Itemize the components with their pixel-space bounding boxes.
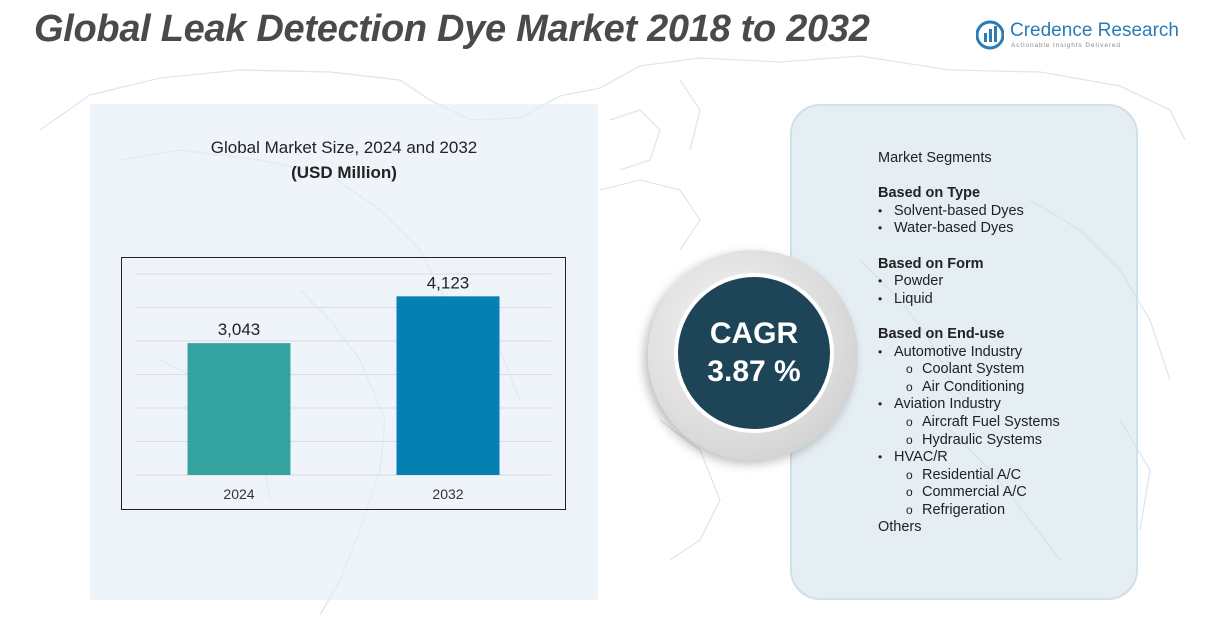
segment-subitem: o Aircraft Fuel Systems [878, 414, 1178, 432]
cagr-badge: CAGR 3.87 % [678, 277, 830, 429]
segment-item-text: Aviation Industry [894, 396, 1001, 413]
segment-group-title-text: Based on Form [878, 255, 984, 272]
segment-subitem: o Residential A/C [878, 467, 1178, 485]
segment-group-title: Based on Type [878, 185, 1178, 203]
segment-item-text: Powder [894, 273, 944, 290]
page-title: Global Leak Detection Dye Market 2018 to… [34, 8, 870, 50]
x-tick-label: 2032 [432, 486, 463, 502]
bullet-icon: • [878, 203, 883, 218]
bullet-icon: o [906, 467, 913, 482]
segment-subitem-text: Aircraft Fuel Systems [922, 413, 1060, 430]
bar-value-label: 4,123 [427, 273, 470, 292]
bullet-icon: • [878, 344, 883, 359]
chart-title: Global Market Size, 2024 and 2032 [210, 138, 478, 157]
segment-item-text: HVAC/R [894, 449, 948, 466]
bar-value-label: 3,043 [218, 320, 261, 339]
segment-subitem-text: Air Conditioning [922, 378, 1025, 395]
segment-item: • Water-based Dyes [878, 220, 1178, 238]
segment-subitem-text: Residential A/C [922, 466, 1022, 483]
bar-chart-logo-icon [976, 20, 1004, 50]
bullet-icon: • [878, 221, 883, 236]
segment-subitem-text: Coolant System [922, 361, 1025, 378]
segment-group-title-text: Based on Type [878, 185, 981, 202]
cagr-label: CAGR [709, 317, 799, 350]
segment-item: • Automotive Industry [878, 344, 1178, 362]
segment-item-text: Water-based Dyes [894, 220, 1014, 237]
segment-item-text: Automotive Industry [894, 343, 1023, 360]
cagr-value: 3.87 % [707, 355, 801, 388]
segment-group-title-text: Based on End-use [878, 325, 1005, 342]
segment-subitem: o Refrigeration [878, 502, 1178, 520]
segment-item-text: Liquid [894, 290, 933, 307]
segments-heading: Market Segments [878, 150, 992, 166]
segment-subitem: o Coolant System [878, 361, 1178, 379]
market-size-bar-chart: 3,043 2024 4,123 2032 [121, 257, 566, 510]
segment-item: • Liquid [878, 291, 1178, 309]
bullet-icon: • [878, 397, 883, 412]
segment-subitem-text: Refrigeration [922, 501, 1006, 518]
segment-subitem-text: Commercial A/C [922, 484, 1027, 501]
x-tick-label: 2024 [223, 486, 254, 502]
segment-subitem: o Hydraulic Systems [878, 432, 1178, 450]
segment-item: • Powder [878, 273, 1178, 291]
segment-group-title: Based on Form [878, 256, 1178, 274]
bullet-icon: • [878, 291, 883, 306]
bullet-icon: • [878, 274, 883, 289]
segment-item: • HVAC/R [878, 449, 1178, 467]
market-size-panel: Global Market Size, 2024 and 2032 (USD M… [90, 104, 598, 600]
segment-item: • Solvent-based Dyes [878, 203, 1178, 221]
segment-footer-text: Others [878, 519, 922, 536]
bar-2024 [187, 343, 291, 475]
segment-subitem: o Commercial A/C [878, 484, 1178, 502]
segment-subitem-text: Hydraulic Systems [922, 431, 1043, 448]
brand-tagline: Actionable Insights Delivered [1011, 42, 1121, 49]
market-segments-list: Market Segments Based on Type • Solvent-ba… [878, 150, 1178, 537]
segment-group-title: Based on End-use [878, 326, 1178, 344]
bullet-icon: • [878, 450, 883, 465]
bullet-icon: o [906, 414, 913, 429]
brand-logo: Credence Research Actionable Insights De… [976, 18, 1179, 52]
bullet-icon: o [906, 485, 913, 500]
segment-item-text: Solvent-based Dyes [894, 202, 1024, 219]
bullet-icon: o [906, 502, 913, 517]
chart-frame [121, 257, 566, 510]
brand-name: Credence Research [1010, 20, 1179, 41]
bullet-icon: o [906, 362, 913, 377]
segment-subitem: o Air Conditioning [878, 379, 1178, 397]
bullet-icon: o [906, 379, 913, 394]
segment-item: • Aviation Industry [878, 396, 1178, 414]
bar-2032 [396, 296, 500, 475]
bullet-icon: o [906, 432, 913, 447]
segment-footer: Others [878, 519, 1178, 537]
chart-unit: (USD Million) [291, 163, 397, 182]
